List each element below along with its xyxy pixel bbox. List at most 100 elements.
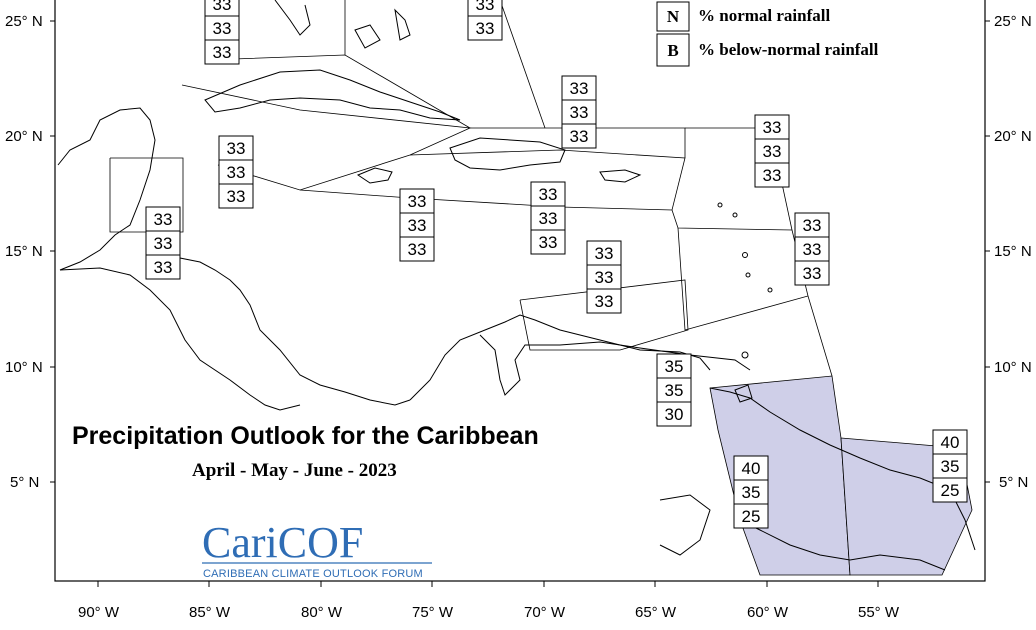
zone-box-cell xyxy=(586,288,622,314)
zone-value: 33 xyxy=(803,240,822,259)
lon-label: 75° W xyxy=(412,604,454,621)
lat-label: 10° N xyxy=(994,359,1032,376)
zone-value: 35 xyxy=(665,357,684,376)
lon-label: 70° W xyxy=(524,604,566,621)
lat-labels-right: 25° N 20° N 15° N 10° N 5° N xyxy=(994,13,1032,491)
map-frame xyxy=(54,0,986,582)
lat-label: 20° N xyxy=(994,128,1032,145)
legend-key-box xyxy=(656,1,690,32)
lon-labels: 90° W 85° W 80° W 75° W 70° W 65° W 60° … xyxy=(78,581,900,621)
zone-box-cell xyxy=(794,236,830,262)
zone-box-cell xyxy=(586,264,622,290)
zone-value: 33 xyxy=(476,0,495,14)
lat-label: 5° N xyxy=(999,474,1028,491)
zone-box-trinidad: 35 35 30 xyxy=(656,353,692,427)
zone-value: 25 xyxy=(742,507,761,526)
zone-value: 33 xyxy=(213,19,232,38)
zone-value: 33 xyxy=(539,233,558,252)
zone-value: 33 xyxy=(803,264,822,283)
zone-box-cell xyxy=(530,181,566,207)
lon-label: 60° W xyxy=(747,604,789,621)
zone-value: 33 xyxy=(154,234,173,253)
zone-box-cell xyxy=(733,503,769,529)
zone-box-cell xyxy=(145,254,181,280)
zone-box-bahamas-north: 33 33 33 xyxy=(204,0,240,65)
logo-text: CariCOF xyxy=(202,518,363,567)
zone-box-cell xyxy=(656,401,692,427)
zone-value: 33 xyxy=(227,187,246,206)
map-subtitle: April - May - June - 2023 xyxy=(192,460,397,481)
zone-box-windward-islands: 33 33 33 xyxy=(794,212,830,286)
zone-value: 33 xyxy=(539,209,558,228)
zone-value: 33 xyxy=(408,216,427,235)
zone-box-cell xyxy=(399,212,435,238)
zone-box-french-guiana: 40 35 25 xyxy=(932,429,968,503)
legend: N % normal rainfall B % below-normal rai… xyxy=(656,1,879,67)
zone-box-jamaica: 33 33 33 xyxy=(399,188,435,262)
logo-subtitle: CARIBBEAN CLIMATE OUTLOOK FORUM xyxy=(203,568,423,580)
zone-box-cell xyxy=(932,477,968,503)
zone-value: 25 xyxy=(941,481,960,500)
zone-box-turks-caicos: 33 33 33 xyxy=(561,75,597,149)
zone-value: 33 xyxy=(595,244,614,263)
zone-value: 33 xyxy=(595,292,614,311)
zone-value: 33 xyxy=(408,192,427,211)
zone-value: 33 xyxy=(763,118,782,137)
zone-value: 33 xyxy=(539,185,558,204)
zone-box-cell xyxy=(561,123,597,149)
lon-label: 65° W xyxy=(635,604,677,621)
caricof-logo: CariCOF CARIBBEAN CLIMATE OUTLOOK FORUM xyxy=(202,518,432,580)
zone-value: 33 xyxy=(570,103,589,122)
zone-value: 33 xyxy=(154,210,173,229)
zone-box-cell xyxy=(754,138,790,164)
zone-value: 30 xyxy=(665,405,684,424)
zone-box-cell xyxy=(733,455,769,481)
zone-box-cell xyxy=(218,159,254,185)
lat-label: 15° N xyxy=(5,243,43,260)
zone-value: 33 xyxy=(408,240,427,259)
lat-label: 5° N xyxy=(10,474,39,491)
zone-box-cell xyxy=(399,188,435,214)
legend-label-below: % below-normal rainfall xyxy=(698,40,879,59)
zone-value: 33 xyxy=(570,79,589,98)
zone-value: 33 xyxy=(227,163,246,182)
zone-probability-boxes: 33 33 33 33 33 33 33 33 33 33 33 33 33 33 33 33 33 33 33 33… xyxy=(145,0,968,529)
lat-label: 15° N xyxy=(994,243,1032,260)
shaded-zone-guyana xyxy=(709,375,851,576)
zone-box-cell xyxy=(204,15,240,41)
zone-box-cell xyxy=(530,229,566,255)
lat-labels-left: 25° N 20° N 15° N 10° N 5° N xyxy=(5,13,43,491)
map-title: Precipitation Outlook for the Caribbean xyxy=(72,422,539,450)
zone-box-cell xyxy=(794,260,830,286)
zone-box-cell xyxy=(530,205,566,231)
zone-box-hispaniola: 33 33 33 xyxy=(530,181,566,255)
zone-box-cell xyxy=(218,183,254,209)
zone-box-leeward-islands: 33 33 33 xyxy=(754,114,790,188)
lat-ticks-left xyxy=(50,20,990,483)
zone-value: 35 xyxy=(665,381,684,400)
zone-box-cell xyxy=(656,353,692,379)
zone-value: 33 xyxy=(213,43,232,62)
zone-value: 35 xyxy=(941,457,960,476)
zone-box-cell xyxy=(733,479,769,505)
zone-box-cell xyxy=(399,236,435,262)
coastlines xyxy=(57,0,976,571)
zone-box-belize: 33 33 33 xyxy=(145,206,181,280)
zone-value: 33 xyxy=(763,142,782,161)
lat-label: 10° N xyxy=(5,359,43,376)
lat-label: 20° N xyxy=(5,128,43,145)
zone-value: 33 xyxy=(570,127,589,146)
zone-value: 35 xyxy=(742,483,761,502)
lon-label: 55° W xyxy=(858,604,900,621)
zone-value: 33 xyxy=(803,216,822,235)
zone-box-cell xyxy=(754,162,790,188)
zone-box-abc-islands: 33 33 33 xyxy=(586,240,622,314)
legend-key-box xyxy=(656,33,690,67)
legend-key-below: B xyxy=(667,41,678,60)
legend-key-normal: N xyxy=(667,7,680,26)
lon-label: 90° W xyxy=(78,604,120,621)
zone-value: 40 xyxy=(941,433,960,452)
zone-value: 33 xyxy=(763,166,782,185)
zone-box-guyana: 40 35 25 xyxy=(733,455,769,529)
